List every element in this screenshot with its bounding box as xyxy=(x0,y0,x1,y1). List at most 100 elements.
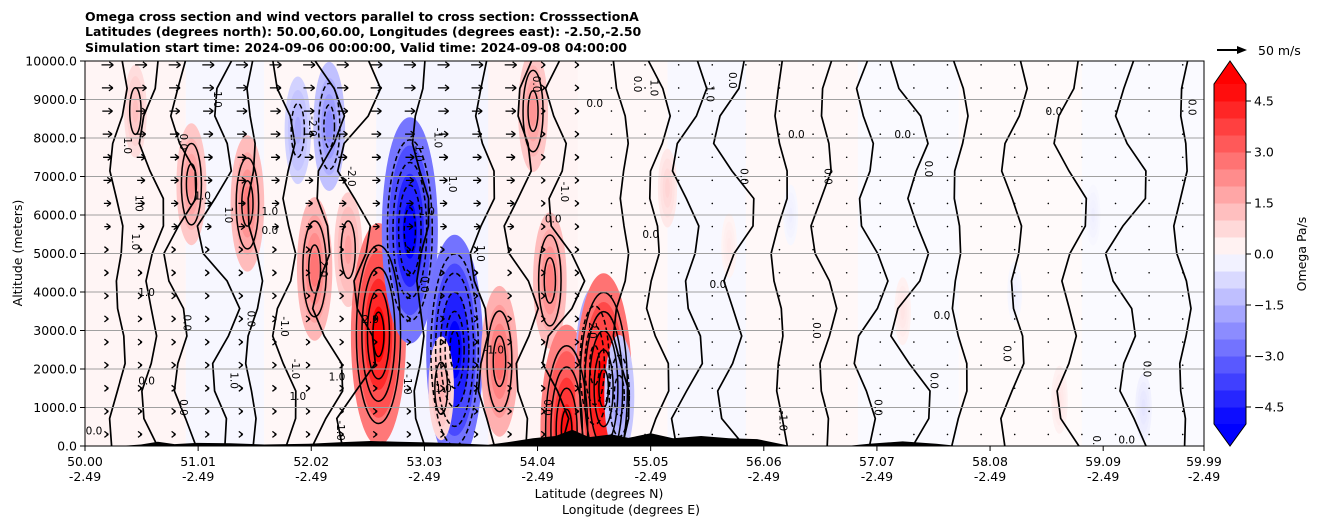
wind-vector-268 xyxy=(610,133,613,135)
wind-vector-291 xyxy=(677,387,680,390)
wind-vector-466 xyxy=(1013,271,1016,274)
wind-vector-34 xyxy=(171,430,176,438)
wind-vector-189 xyxy=(473,384,479,392)
wind-vector-318 xyxy=(711,156,714,159)
wind-vector-118 xyxy=(303,61,316,69)
omega-feature-18-level-3 xyxy=(665,178,670,198)
wind-vector-161 xyxy=(406,246,412,254)
wind-vector-548 xyxy=(1181,341,1184,343)
wind-vector-185 xyxy=(437,84,450,92)
wind-vector-339 xyxy=(745,64,747,66)
x-tick-label-lat-7: 57.07 xyxy=(859,454,895,469)
x-tick-label-lat-0: 50.00 xyxy=(67,454,103,469)
wind-vector-54 xyxy=(204,361,210,369)
wind-vector-116 xyxy=(303,107,315,115)
wind-vector-319 xyxy=(711,133,714,135)
wind-vector-487 xyxy=(1047,179,1050,182)
wind-vector-389 xyxy=(845,87,848,89)
wind-vector-545 xyxy=(1181,410,1184,413)
wind-vector-262 xyxy=(610,271,613,274)
wind-vector-157 xyxy=(406,338,412,346)
wind-vector-243 xyxy=(574,315,580,323)
colorbar-level-13 xyxy=(1214,186,1246,204)
wind-vector-523 xyxy=(1114,133,1117,135)
wind-vector-222 xyxy=(540,407,546,415)
wind-vector-73 xyxy=(238,315,244,323)
wind-vector-63 xyxy=(203,153,213,161)
contour-label-2: 1.0 xyxy=(129,234,141,251)
wind-vector-424 xyxy=(913,64,915,66)
omega-contour-11-2 xyxy=(486,310,513,413)
wind-vector-286 xyxy=(644,110,646,112)
wind-vector-472 xyxy=(1013,133,1016,135)
omega-contour-6-1 xyxy=(340,220,357,280)
wind-vector-512 xyxy=(1114,387,1117,390)
wind-vector-366 xyxy=(812,225,814,228)
wind-vector-91 xyxy=(272,292,277,300)
wind-vector-294 xyxy=(677,318,680,320)
chart-title-line-2: Latitudes (degrees north): 50.00,60.00, … xyxy=(85,24,642,39)
wind-vector-183 xyxy=(438,130,449,138)
wind-vector-237 xyxy=(540,61,546,69)
wind-vector-17 xyxy=(137,430,143,438)
wind-vector-5 xyxy=(104,315,109,323)
wind-vector-364 xyxy=(812,271,814,274)
wind-vector-330 xyxy=(745,271,747,274)
wind-vector-409 xyxy=(913,410,915,413)
terrain-layer xyxy=(85,429,1204,446)
wind-vector-93 xyxy=(272,246,277,254)
wind-vector-207 xyxy=(507,361,512,369)
wind-vector-58 xyxy=(204,269,210,277)
wind-vector-115 xyxy=(304,130,315,138)
contour-label-6: 0.0 xyxy=(138,375,155,387)
wind-vector-154 xyxy=(406,407,412,415)
wind-vector-277 xyxy=(644,318,646,320)
wind-vector-533 xyxy=(1148,295,1150,297)
wind-vector-252 xyxy=(574,107,580,115)
wind-vector-427 xyxy=(946,387,949,390)
wind-vector-164 xyxy=(405,176,415,184)
colorbar-tick-label-0: 4.5 xyxy=(1254,94,1274,109)
wind-vector-273 xyxy=(644,410,646,413)
wind-vector-172 xyxy=(440,384,445,392)
wind-vector-338 xyxy=(745,87,747,89)
wind-vector-464 xyxy=(1013,318,1016,320)
wind-vector-370 xyxy=(812,133,814,135)
x-tick-label-lon-9: -2.49 xyxy=(1087,469,1119,484)
wind-vector-365 xyxy=(812,248,814,251)
wind-vector-47 xyxy=(169,130,180,138)
wind-vector-71 xyxy=(238,361,244,369)
x-tick-label-lat-2: 52.02 xyxy=(293,454,329,469)
wind-vector-3 xyxy=(104,361,109,369)
wind-vector-78 xyxy=(238,199,246,207)
wind-vector-470 xyxy=(1013,179,1016,182)
contour-label-33: -1.0 xyxy=(484,345,505,357)
wind-vector-448 xyxy=(980,295,982,297)
colorbar-level-17 xyxy=(1214,118,1246,136)
contour-label-31: 1.0 xyxy=(446,176,458,193)
wind-vector-485 xyxy=(1047,225,1050,228)
wind-vector-541 xyxy=(1148,110,1150,112)
contour-label-36: 0.0 xyxy=(545,214,562,226)
wind-vector-331 xyxy=(745,248,747,251)
wind-vector-244 xyxy=(574,292,580,300)
x-tick-label-lon-5: -2.49 xyxy=(634,469,666,484)
wind-vector-14 xyxy=(102,107,113,115)
contour-label-35: -1.0 xyxy=(558,182,570,203)
contour-label-17: -1.0 xyxy=(289,359,301,380)
omega-contour-9-4 xyxy=(434,272,475,428)
contour-label-44: 0.0 xyxy=(726,72,738,89)
contour-label-10: 1.0 xyxy=(211,91,223,108)
wind-vector-79 xyxy=(237,176,247,184)
colorbar-level-6 xyxy=(1214,305,1246,323)
wind-vector-314 xyxy=(711,248,714,251)
colorbar-level-9 xyxy=(1214,254,1246,272)
wind-vector-16 xyxy=(101,61,114,69)
wind-vector-344 xyxy=(778,341,781,343)
wind-vector-406 xyxy=(879,87,882,89)
wind-vector-422 xyxy=(913,110,915,112)
wind-vector-128 xyxy=(339,223,347,231)
wind-vector-96 xyxy=(271,176,280,184)
wind-vector-99 xyxy=(270,107,281,115)
wind-vector-159 xyxy=(406,292,412,300)
